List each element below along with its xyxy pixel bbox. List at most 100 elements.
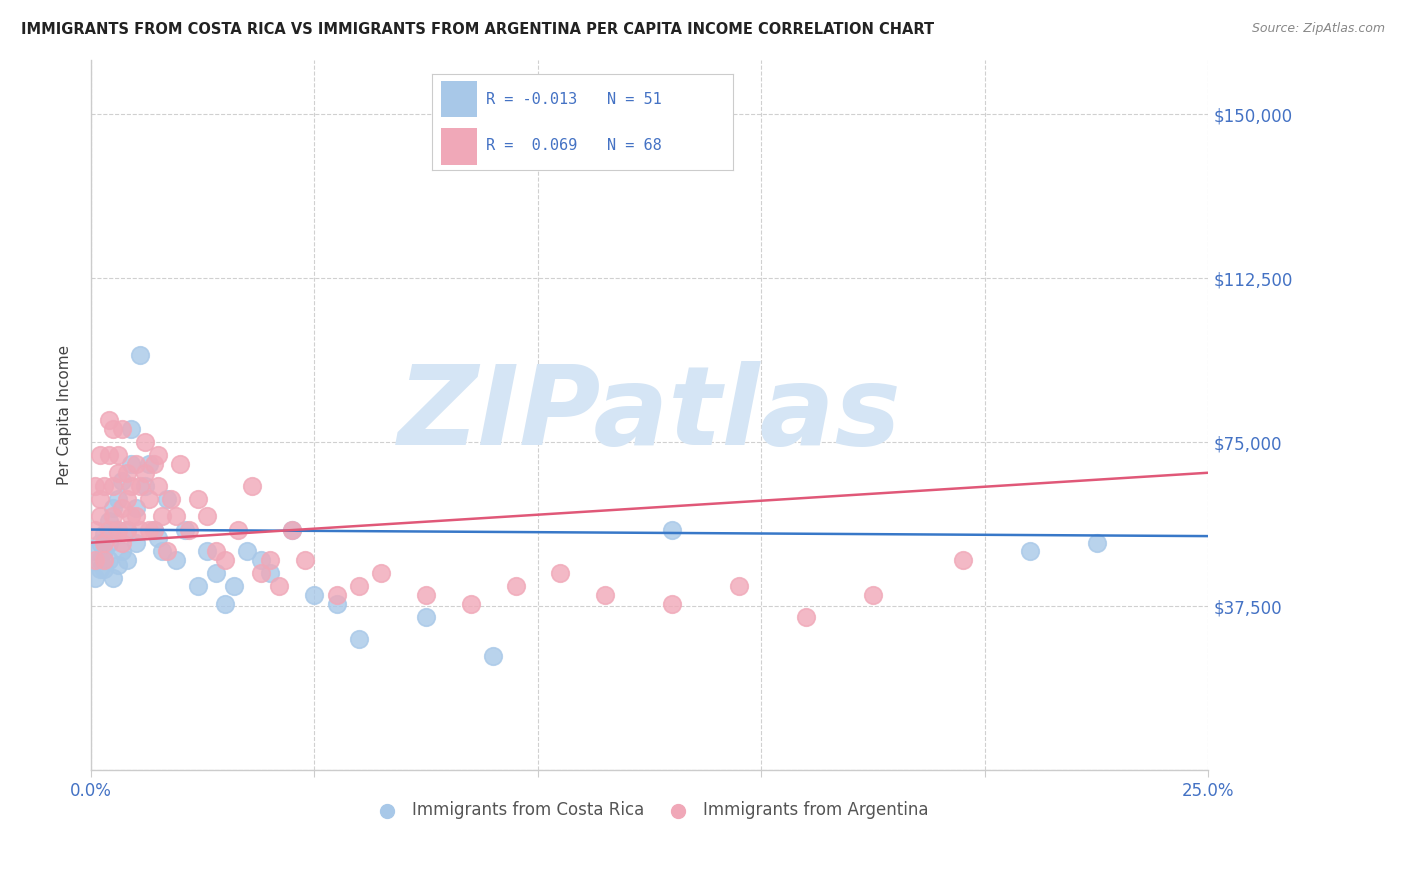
Point	[187, 491, 209, 506]
Point	[179, 523, 201, 537]
Legend: Immigrants from Costa Rica, Immigrants from Argentina: Immigrants from Costa Rica, Immigrants f…	[364, 794, 935, 826]
Point	[205, 544, 228, 558]
Point	[107, 523, 129, 537]
Point	[129, 479, 152, 493]
Point	[249, 553, 271, 567]
Point	[505, 579, 527, 593]
Point	[728, 579, 751, 593]
Point	[120, 457, 142, 471]
Point	[661, 523, 683, 537]
Point	[115, 466, 138, 480]
Point	[249, 566, 271, 581]
Point	[89, 509, 111, 524]
Point	[111, 544, 134, 558]
Point	[111, 535, 134, 549]
Point	[89, 448, 111, 462]
Point	[107, 523, 129, 537]
Point	[97, 553, 120, 567]
Point	[1085, 535, 1108, 549]
Point	[146, 448, 169, 462]
Point	[169, 457, 191, 471]
Point	[259, 553, 281, 567]
Point	[415, 610, 437, 624]
Point	[482, 649, 505, 664]
Point	[93, 527, 115, 541]
Point	[173, 523, 195, 537]
Point	[103, 479, 125, 493]
Point	[103, 509, 125, 524]
Point	[228, 523, 250, 537]
Point	[107, 558, 129, 572]
Point	[115, 523, 138, 537]
Point	[794, 610, 817, 624]
Point	[97, 448, 120, 462]
Point	[222, 579, 245, 593]
Point	[120, 479, 142, 493]
Point	[97, 514, 120, 528]
Point	[240, 479, 263, 493]
Y-axis label: Per Capita Income: Per Capita Income	[58, 344, 72, 485]
Point	[195, 544, 218, 558]
Point	[111, 422, 134, 436]
Text: ZIPatlas: ZIPatlas	[398, 361, 901, 468]
Point	[89, 553, 111, 567]
Point	[93, 544, 115, 558]
Point	[370, 566, 392, 581]
Point	[129, 523, 152, 537]
Point	[93, 535, 115, 549]
Point	[84, 479, 107, 493]
Point	[138, 457, 160, 471]
Point	[97, 535, 120, 549]
Point	[111, 500, 134, 515]
Point	[548, 566, 571, 581]
Point	[84, 523, 107, 537]
Point	[267, 579, 290, 593]
Point	[103, 500, 125, 515]
Point	[103, 523, 125, 537]
Point	[138, 491, 160, 506]
Point	[103, 422, 125, 436]
Point	[156, 544, 179, 558]
Point	[107, 466, 129, 480]
Point	[115, 553, 138, 567]
Point	[97, 413, 120, 427]
Point	[1018, 544, 1040, 558]
Point	[661, 597, 683, 611]
Text: Source: ZipAtlas.com: Source: ZipAtlas.com	[1251, 22, 1385, 36]
Point	[93, 479, 115, 493]
Point	[593, 588, 616, 602]
Point	[460, 597, 482, 611]
Point	[347, 632, 370, 646]
Point	[952, 553, 974, 567]
Point	[124, 457, 146, 471]
Point	[347, 579, 370, 593]
Point	[236, 544, 259, 558]
Point	[89, 562, 111, 576]
Point	[93, 562, 115, 576]
Point	[93, 553, 115, 567]
Point	[165, 553, 187, 567]
Point	[326, 588, 349, 602]
Point	[134, 466, 156, 480]
Point	[142, 523, 165, 537]
Point	[294, 553, 316, 567]
Point	[146, 531, 169, 545]
Point	[165, 509, 187, 524]
Point	[281, 523, 304, 537]
Point	[138, 523, 160, 537]
Point	[152, 544, 174, 558]
Point	[120, 509, 142, 524]
Point	[142, 523, 165, 537]
Point	[205, 566, 228, 581]
Point	[107, 448, 129, 462]
Point	[156, 491, 179, 506]
Point	[89, 491, 111, 506]
Point	[134, 435, 156, 450]
Point	[214, 597, 236, 611]
Point	[187, 579, 209, 593]
Point	[160, 491, 183, 506]
Point	[107, 491, 129, 506]
Point	[111, 475, 134, 489]
Point	[84, 553, 107, 567]
Point	[84, 544, 107, 558]
